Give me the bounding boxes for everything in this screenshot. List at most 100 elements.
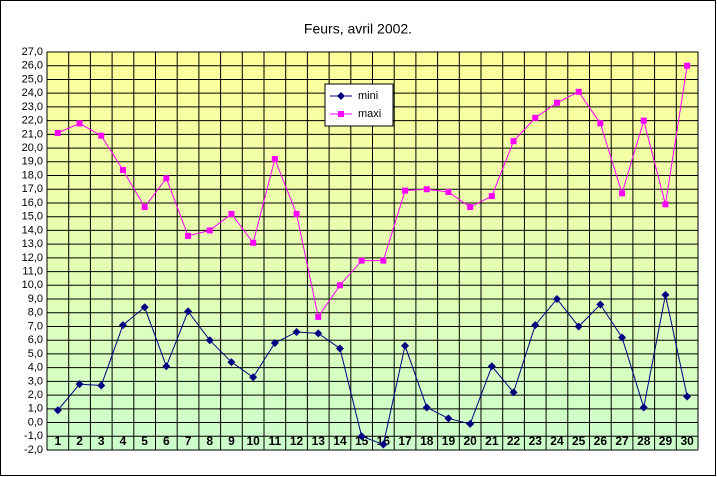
x-tick-label: 5 xyxy=(141,434,148,448)
x-tick-label: 9 xyxy=(228,434,235,448)
point-marker xyxy=(118,321,127,330)
point-marker xyxy=(184,307,193,316)
y-tick-label: 16,0 xyxy=(22,197,43,209)
point-marker xyxy=(53,406,62,415)
point-marker xyxy=(271,156,278,163)
y-tick-label: 1,0 xyxy=(28,403,43,415)
point-marker xyxy=(119,167,126,174)
y-tick-label: 17,0 xyxy=(22,183,43,195)
point-marker xyxy=(487,362,496,371)
x-tick-label: 25 xyxy=(572,434,586,448)
point-marker xyxy=(597,120,604,127)
y-tick-label: 20,0 xyxy=(22,142,43,154)
y-tick-label: -1,0 xyxy=(24,430,43,442)
x-tick-label: 18 xyxy=(420,434,434,448)
y-tick-label: 18,0 xyxy=(22,169,43,181)
x-tick-label: 28 xyxy=(637,434,651,448)
y-tick-label: 11,0 xyxy=(22,265,43,277)
x-tick-label: 24 xyxy=(550,434,564,448)
point-marker xyxy=(444,414,453,423)
point-marker xyxy=(292,327,301,336)
point-marker xyxy=(401,341,410,350)
point-marker xyxy=(402,187,409,194)
point-marker xyxy=(75,380,84,389)
x-tick-label: 30 xyxy=(680,434,694,448)
point-marker xyxy=(509,388,518,397)
y-tick-label: 13,0 xyxy=(22,238,43,250)
x-tick-label: 27 xyxy=(615,434,629,448)
point-marker xyxy=(574,322,583,331)
x-tick-label: 23 xyxy=(529,434,543,448)
point-marker xyxy=(466,419,475,428)
point-marker xyxy=(206,227,213,234)
point-marker xyxy=(423,186,430,193)
x-tick-label: 12 xyxy=(290,434,304,448)
y-tick-label: 26,0 xyxy=(22,60,43,72)
y-tick-label: 6,0 xyxy=(28,334,43,346)
point-marker xyxy=(249,373,258,382)
point-marker xyxy=(162,362,171,371)
x-tick-label: 7 xyxy=(185,434,192,448)
legend-marker xyxy=(337,92,345,100)
y-tick-label: 15,0 xyxy=(22,211,43,223)
legend-label: maxi xyxy=(358,108,381,120)
point-marker xyxy=(684,62,691,69)
point-marker xyxy=(488,193,495,200)
point-marker xyxy=(661,290,670,299)
x-tick-label: 29 xyxy=(659,434,673,448)
x-tick-label: 1 xyxy=(55,434,62,448)
point-marker xyxy=(140,303,149,312)
point-marker xyxy=(336,282,343,289)
y-tick-label: 0,0 xyxy=(28,416,43,428)
point-marker xyxy=(141,204,148,211)
x-tick-label: 8 xyxy=(206,434,213,448)
y-tick-label: 23,0 xyxy=(22,101,43,113)
x-tick-label: 3 xyxy=(98,434,105,448)
point-marker xyxy=(639,403,648,412)
point-marker xyxy=(293,210,300,217)
point-marker xyxy=(422,403,431,412)
y-tick-label: 14,0 xyxy=(22,224,43,236)
point-marker xyxy=(662,201,669,208)
chart-title: Feurs, avril 2002. xyxy=(304,21,412,37)
y-tick-label: 9,0 xyxy=(28,293,43,305)
y-tick-label: 8,0 xyxy=(28,307,43,319)
y-tick-label: 7,0 xyxy=(28,320,43,332)
point-marker xyxy=(98,132,105,139)
x-tick-label: 13 xyxy=(312,434,326,448)
point-marker xyxy=(54,129,61,136)
y-tick-label: 24,0 xyxy=(22,87,43,99)
point-marker xyxy=(205,336,214,345)
series-line xyxy=(57,294,688,446)
x-tick-label: 17 xyxy=(398,434,412,448)
point-marker xyxy=(531,321,540,330)
legend-marker xyxy=(338,111,344,117)
point-marker xyxy=(315,313,322,320)
point-marker xyxy=(596,300,605,309)
y-tick-label: 21,0 xyxy=(22,128,43,140)
point-marker xyxy=(618,333,627,342)
point-marker xyxy=(619,190,626,197)
point-marker xyxy=(228,210,235,217)
point-marker xyxy=(510,138,517,145)
y-tick-label: 4,0 xyxy=(28,362,43,374)
y-tick-label: 5,0 xyxy=(28,348,43,360)
point-marker xyxy=(445,188,452,195)
point-marker xyxy=(335,344,344,353)
x-tick-label: 26 xyxy=(594,434,608,448)
legend-box xyxy=(324,83,394,127)
x-tick-label: 4 xyxy=(120,434,127,448)
point-marker xyxy=(76,120,83,127)
point-marker xyxy=(358,257,365,264)
point-marker xyxy=(185,232,192,239)
point-marker xyxy=(357,432,366,441)
point-marker xyxy=(467,204,474,211)
x-tick-label: 10 xyxy=(246,434,260,448)
x-tick-label: 14 xyxy=(333,434,347,448)
y-tick-label: 27,0 xyxy=(22,46,43,58)
point-marker xyxy=(380,257,387,264)
x-tick-label: 2 xyxy=(76,434,83,448)
y-tick-label: 3,0 xyxy=(28,375,43,387)
x-tick-label: 21 xyxy=(485,434,499,448)
